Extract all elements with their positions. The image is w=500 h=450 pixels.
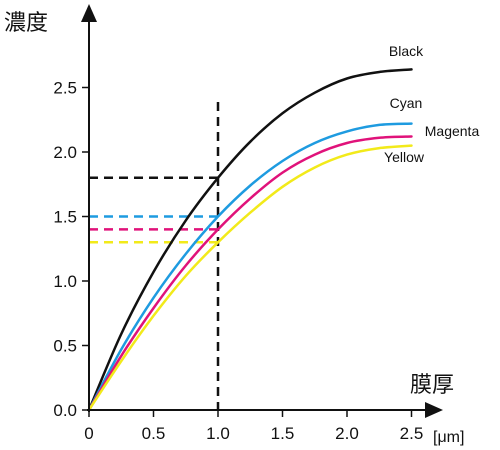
y-tick-label: 2.0 [53,143,77,162]
y-tick-label: 2.5 [53,79,77,98]
y-tick-label: 0.0 [53,401,77,420]
series-line-cyan [87,122,413,412]
tick-labels: 0 0.5 1.0 1.5 2.0 2.5 0.0 0.5 1.0 1.5 2.0 2.5 [53,79,423,444]
series-label-black: Black [389,43,424,59]
x-axis-unit: [μm] [433,429,464,446]
y-axis-title: 濃度 [4,11,48,36]
x-tick-label: 2.0 [335,424,359,443]
y-tick-label: 1.0 [53,272,77,291]
series-label-magenta: Magenta [425,123,480,139]
y-tick-label: 0.5 [53,337,77,356]
x-tick-label: 2.5 [400,424,424,443]
series-lines [87,68,413,412]
reference-lines [89,102,220,410]
x-axis-title: 膜厚 [410,373,454,398]
x-tick-label: 1.0 [206,424,230,443]
x-tick-label: 1.5 [271,424,295,443]
series-line-black [87,68,413,412]
series-label-yellow: Yellow [384,149,425,165]
series-label-cyan: Cyan [390,95,423,111]
y-tick-label: 1.5 [53,208,77,227]
series-line-magenta [87,135,413,412]
x-tick-label: 0 [84,424,93,443]
axes [81,4,443,418]
series-line-yellow [87,144,413,412]
x-tick-label: 0.5 [142,424,166,443]
